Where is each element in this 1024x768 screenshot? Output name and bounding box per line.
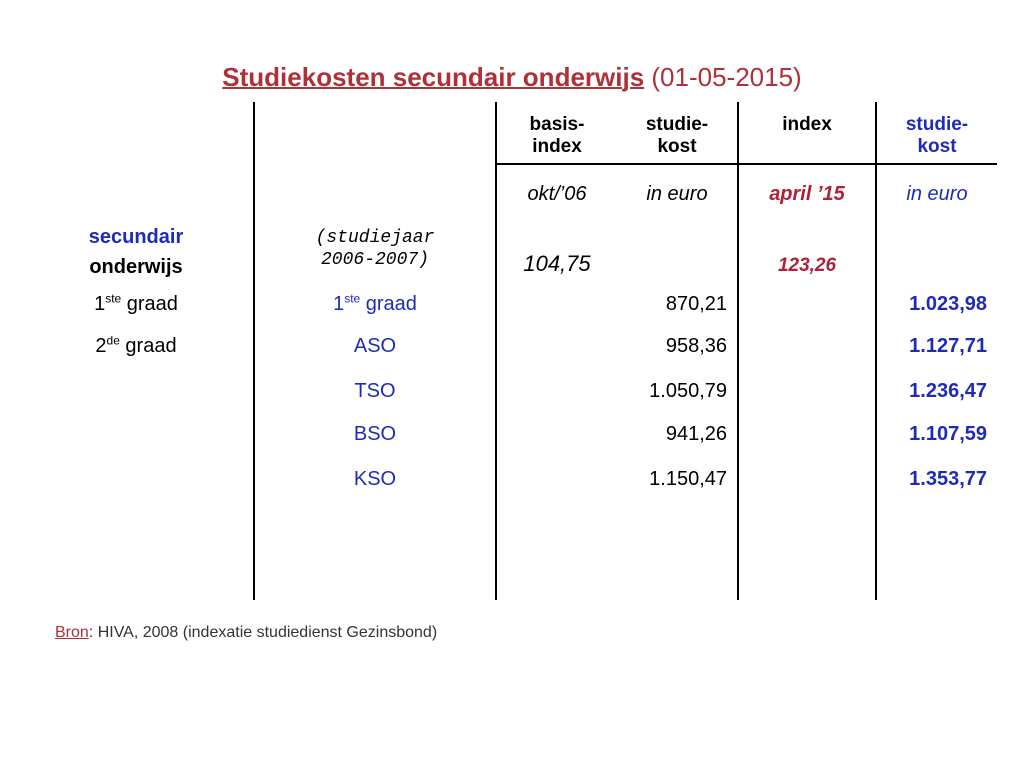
source-label: Bron xyxy=(55,624,89,641)
section-note-line2: 2006-2007) xyxy=(320,250,430,270)
row-type-word: TSO xyxy=(354,380,396,402)
title-main: Studiekosten secundair onderwijs xyxy=(222,62,645,92)
row-type-word: BSO xyxy=(353,423,397,445)
header-index-label: index xyxy=(782,114,832,135)
subheader-index: april ’15 xyxy=(769,183,845,205)
row-cost-2006: 870,21 xyxy=(665,293,727,315)
row-cost-2015: 1.236,47 xyxy=(909,380,987,402)
row-type-word: KSO xyxy=(353,468,397,490)
row-grade-suffix: de xyxy=(106,333,120,348)
row-grade: 1ste graad xyxy=(20,291,252,316)
subheader-studiekost-2015: in euro xyxy=(906,183,968,205)
row-type: BSO xyxy=(255,423,495,446)
header-studiekost2-line1: studie- xyxy=(905,114,969,135)
header-studiekost-line1: studie- xyxy=(645,114,709,135)
header-basisindex-line1: basis- xyxy=(529,114,585,135)
row-cost-2015: 1.023,98 xyxy=(909,293,987,315)
row-type: ASO xyxy=(255,335,495,358)
header-divider xyxy=(497,163,997,165)
header-studiekost: studie- kost xyxy=(617,114,737,158)
row-type-suffix: ste xyxy=(344,291,361,306)
row-grade-word: graad xyxy=(119,335,177,357)
row-cost-2015: 1.107,59 xyxy=(909,423,987,445)
column-divider-2 xyxy=(495,102,497,600)
header-basisindex-line2: index xyxy=(532,136,582,157)
row-type: KSO xyxy=(255,468,495,491)
source-note: Bron: HIVA, 2008 (indexatie studiedienst… xyxy=(55,624,437,642)
row-grade-suffix: ste xyxy=(105,291,122,306)
section-note: (studiejaar 2006-2007) xyxy=(255,227,495,271)
row-cost-2006: 1.050,79 xyxy=(649,380,727,402)
row-type-word: ASO xyxy=(353,335,397,357)
section-label-line2: onderwijs xyxy=(89,256,183,278)
subheader-studiekost: in euro xyxy=(646,183,708,205)
row-type: TSO xyxy=(255,380,495,403)
source-text: : HIVA, 2008 (indexatie studiedienst Gez… xyxy=(88,624,438,641)
header-studiekost2-line2: kost xyxy=(917,136,957,157)
subheader-basis: okt/’06 xyxy=(527,183,587,205)
header-studiekost-2015: studie- kost xyxy=(877,114,997,158)
header-index: index xyxy=(739,114,875,136)
basis-index-value: 104,75 xyxy=(523,251,591,276)
section-label-line1: secundair xyxy=(88,226,184,248)
row-type: 1ste graad xyxy=(255,291,495,316)
column-divider-4 xyxy=(875,102,877,600)
row-cost-2015: 1.353,77 xyxy=(909,468,987,490)
column-divider-3 xyxy=(737,102,739,600)
header-basisindex: basis- index xyxy=(497,114,617,158)
row-cost-2015: 1.127,71 xyxy=(909,335,987,357)
row-cost-2006: 1.150,47 xyxy=(649,468,727,490)
index-value: 123,26 xyxy=(777,255,837,276)
row-grade-number: 2 xyxy=(95,335,107,357)
title-date: (01-05-2015) xyxy=(644,62,802,92)
section-note-line1: (studiejaar xyxy=(315,228,435,248)
row-cost-2006: 941,26 xyxy=(665,423,727,445)
row-type-number: 1 xyxy=(333,293,345,315)
row-grade-word: graad xyxy=(121,293,178,315)
row-grade-number: 1 xyxy=(94,293,106,315)
section-label: secundair onderwijs xyxy=(20,222,252,282)
row-type-word: graad xyxy=(360,293,417,315)
row-grade: 2de graad xyxy=(20,333,252,358)
column-divider-1 xyxy=(253,102,255,600)
header-studiekost-line2: kost xyxy=(657,136,697,157)
row-cost-2006: 958,36 xyxy=(665,335,727,357)
page-title: Studiekosten secundair onderwijs (01-05-… xyxy=(0,62,1024,93)
